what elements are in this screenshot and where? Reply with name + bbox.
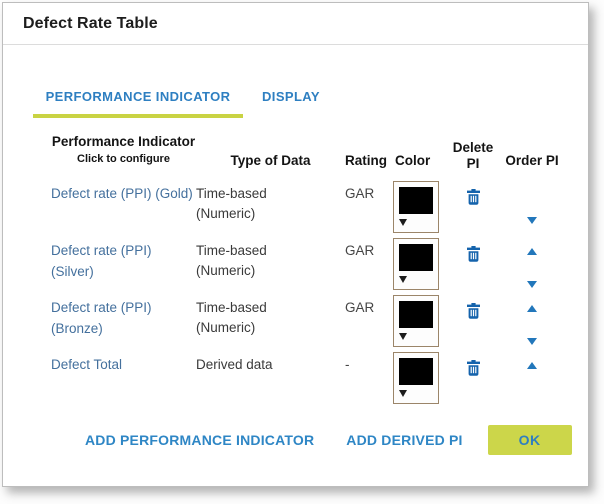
pi-type-of-data: Derived data (196, 357, 273, 373)
color-chip (399, 244, 433, 272)
pi-name-link[interactable]: Defect Total (51, 357, 123, 373)
pi-name-link[interactable]: Defect rate (PPI) (Silver) (51, 243, 152, 279)
pi-rating: GAR (345, 186, 375, 202)
move-down-icon[interactable] (527, 281, 537, 289)
table-row: Defect rate (PPI) (Bronze) Time-based (N… (51, 295, 588, 352)
tab-performance-indicator[interactable]: PERFORMANCE INDICATOR (33, 81, 243, 118)
tab-bar: PERFORMANCE INDICATOR DISPLAY (33, 81, 588, 118)
move-down-icon[interactable] (527, 338, 537, 346)
add-derived-pi-button[interactable]: ADD DERIVED PI (346, 432, 463, 449)
color-picker[interactable] (393, 181, 439, 234)
pi-rating: - (345, 357, 350, 373)
dialog-titlebar: Defect Rate Table (3, 3, 588, 45)
header-click-to-configure: Click to configure (77, 153, 170, 166)
move-up-icon[interactable] (527, 248, 537, 256)
pi-type-of-data: Time-based (Numeric) (196, 300, 267, 336)
color-picker[interactable] (393, 352, 439, 405)
pi-type-of-data: Time-based (Numeric) (196, 186, 267, 222)
ok-button[interactable]: OK (487, 425, 572, 456)
pi-type-of-data: Time-based (Numeric) (196, 243, 267, 279)
color-chip (399, 358, 433, 386)
table-row: Defect rate (PPI) (Gold) Time-based (Num… (51, 181, 588, 238)
pi-table: Performance Indicator Click to configure… (51, 134, 588, 409)
dialog-title: Defect Rate Table (23, 14, 158, 32)
color-chip (399, 301, 433, 329)
table-row: Defect rate (PPI) (Silver) Time-based (N… (51, 238, 588, 295)
chevron-down-icon (399, 219, 407, 227)
move-down-icon[interactable] (527, 217, 537, 225)
table-header-row: Performance Indicator Click to configure… (51, 134, 588, 172)
pi-rating: GAR (345, 300, 375, 316)
color-picker[interactable] (393, 238, 439, 291)
header-performance-indicator-label: Performance Indicator (51, 134, 196, 149)
pi-name-link[interactable]: Defect rate (PPI) (Bronze) (51, 300, 152, 336)
header-order-pi: Order PI (505, 153, 559, 168)
chevron-down-icon (399, 276, 407, 284)
trash-icon[interactable] (466, 303, 480, 320)
add-performance-indicator-button[interactable]: ADD PERFORMANCE INDICATOR (85, 432, 315, 449)
table-body: Defect rate (PPI) (Gold) Time-based (Num… (51, 181, 588, 409)
dialog-footer: ADD PERFORMANCE INDICATOR ADD DERIVED PI… (85, 425, 588, 456)
trash-icon[interactable] (466, 189, 480, 206)
move-up-icon[interactable] (527, 362, 537, 370)
pi-rating: GAR (345, 243, 375, 259)
header-color: Color (395, 153, 431, 168)
tab-display[interactable]: DISPLAY (262, 89, 320, 104)
pi-name-link[interactable]: Defect rate (PPI) (Gold) (51, 186, 193, 202)
header-performance-indicator: Performance Indicator Click to configure (51, 134, 196, 166)
color-chip (399, 187, 433, 215)
color-picker[interactable] (393, 295, 439, 348)
defect-rate-table-dialog: Defect Rate Table PERFORMANCE INDICATOR … (2, 2, 589, 487)
table-row: Defect Total Derived data - (51, 352, 588, 409)
header-type-of-data: Type of Data (230, 153, 311, 168)
trash-icon[interactable] (466, 360, 480, 377)
header-rating: Rating (345, 153, 387, 168)
chevron-down-icon (399, 390, 407, 398)
chevron-down-icon (399, 333, 407, 341)
header-delete-pi: Delete PI (452, 140, 494, 172)
move-up-icon[interactable] (527, 305, 537, 313)
trash-icon[interactable] (466, 246, 480, 263)
